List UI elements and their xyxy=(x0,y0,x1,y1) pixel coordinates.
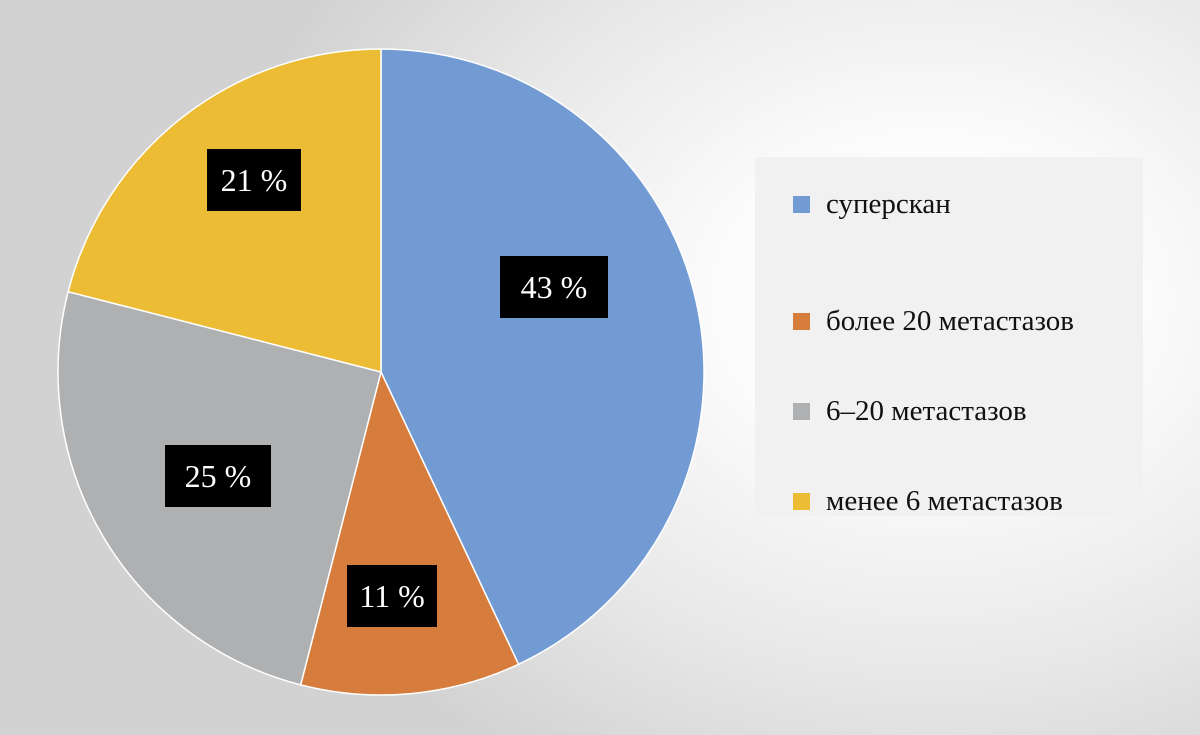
data-label-text-6-to-20: 25 % xyxy=(185,458,252,494)
legend-item-less-than-6: менее 6 метастазов xyxy=(793,456,1143,546)
legend-item-superscan: суперскан xyxy=(793,186,1143,222)
chart-legend: суперскан более 20 метастазов 6–20 метас… xyxy=(755,157,1143,517)
data-label-box-6-to-20 xyxy=(165,445,271,507)
legend-swatch-less-than-6 xyxy=(793,492,810,510)
legend-swatch-more-than-20 xyxy=(793,312,810,330)
legend-swatch-superscan xyxy=(793,195,810,213)
data-label-more-than-20: 11 % xyxy=(347,565,437,627)
legend-label-more-than-20: более 20 метастазов xyxy=(826,304,1074,337)
legend-item-more-than-20: более 20 метастазов xyxy=(793,276,1143,366)
legend-label-6-to-20: 6–20 метастазов xyxy=(826,394,1027,427)
legend-label-superscan: суперскан xyxy=(826,187,951,220)
legend-item-6-to-20: 6–20 метастазов xyxy=(793,366,1143,456)
data-label-text-less-than-6: 21 % xyxy=(221,162,288,198)
data-label-box-less-than-6 xyxy=(207,149,301,211)
data-label-text-more-than-20: 11 % xyxy=(359,578,424,614)
data-label-superscan: 43 % xyxy=(500,256,608,318)
data-label-less-than-6: 21 % xyxy=(207,149,301,211)
data-label-text-superscan: 43 % xyxy=(521,269,588,305)
legend-swatch-6-to-20 xyxy=(793,402,810,420)
data-label-box-superscan xyxy=(500,256,608,318)
data-label-6-to-20: 25 % xyxy=(165,445,271,507)
data-label-box-more-than-20 xyxy=(347,565,437,627)
pie-slice-superscan xyxy=(380,48,705,666)
legend-label-less-than-6: менее 6 метастазов xyxy=(826,484,1063,517)
